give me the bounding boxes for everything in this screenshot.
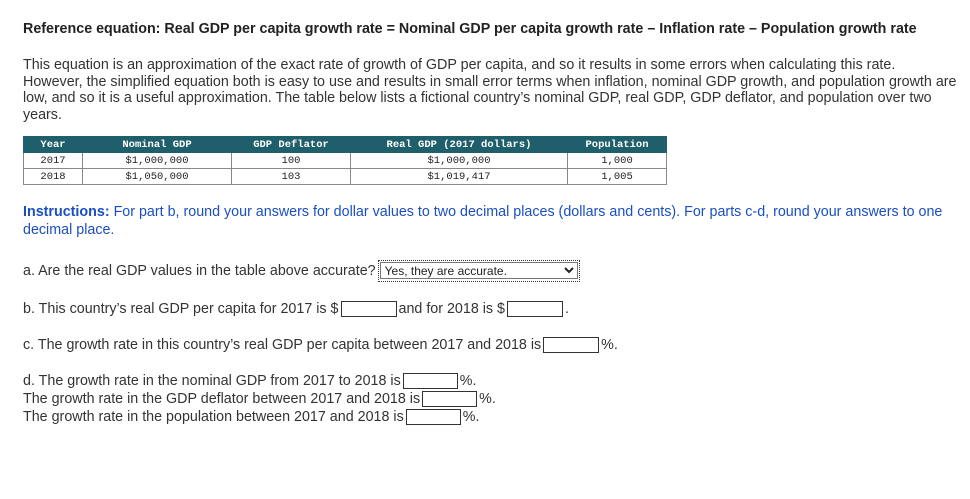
table-header-row: Year Nominal GDP GDP Deflator Real GDP (… (23, 136, 667, 153)
question-c: c. The growth rate in this country’s rea… (23, 336, 958, 354)
instructions-label: Instructions: (23, 204, 110, 220)
cell-nominal-gdp: $1,050,000 (82, 168, 232, 185)
header-real-gdp: Real GDP (2017 dollars) (350, 136, 568, 153)
question-a: a. Are the real GDP values in the table … (23, 260, 958, 282)
reference-equation: Reference equation: Real GDP per capita … (23, 21, 917, 37)
header-gdp-deflator: GDP Deflator (231, 136, 351, 153)
question-d-line-1: d. The growth rate in the nominal GDP fr… (23, 372, 958, 390)
cell-nominal-gdp: $1,000,000 (82, 152, 232, 169)
cell-gdp-deflator: 103 (231, 168, 351, 185)
table-row: 2018 $1,050,000 103 $1,019,417 1,005 (23, 168, 667, 185)
cell-gdp-deflator: 100 (231, 152, 351, 169)
question-c-text: c. The growth rate in this country’s rea… (23, 337, 542, 353)
question-c-suffix: %. (601, 337, 618, 353)
answer-d-population-input[interactable] (405, 409, 461, 425)
intro-paragraph: This equation is an approximation of the… (23, 57, 957, 123)
header-year: Year (23, 136, 83, 153)
question-d-population-suffix: %. (462, 409, 480, 425)
answer-d-nominal-input[interactable] (402, 373, 458, 389)
question-d-deflator-suffix: %. (479, 391, 496, 407)
cell-real-gdp: $1,000,000 (350, 152, 568, 169)
cell-year: 2018 (23, 168, 83, 185)
cell-real-gdp: $1,019,417 (350, 168, 568, 185)
answer-a-dropdown-wrapper: Yes, they are accurate. (377, 260, 580, 282)
question-b-text-2: and for 2018 is $ (398, 301, 506, 317)
instructions-text: For part b, round your answers for dolla… (23, 204, 943, 238)
table-row: 2017 $1,000,000 100 $1,000,000 1,000 (23, 152, 667, 169)
answer-b-2018-input[interactable] (507, 301, 564, 317)
question-d-line-3: The growth rate in the population betwee… (23, 408, 958, 426)
question-d-line-2: The growth rate in the GDP deflator betw… (23, 390, 958, 408)
question-d-nominal-suffix: %. (459, 373, 477, 389)
question-b-text: b. This country’s real GDP per capita fo… (23, 301, 339, 317)
answer-b-2017-input[interactable] (340, 301, 397, 317)
question-page: Reference equation: Real GDP per capita … (23, 14, 958, 426)
header-population: Population (567, 136, 667, 153)
question-d-nominal-text: d. The growth rate in the nominal GDP fr… (23, 373, 401, 389)
gdp-table: Year Nominal GDP GDP Deflator Real GDP (… (23, 136, 667, 185)
question-b: b. This country’s real GDP per capita fo… (23, 300, 958, 318)
cell-population: 1,005 (567, 168, 667, 185)
question-b-period: . (565, 301, 569, 317)
answer-c-input[interactable] (543, 337, 600, 353)
question-d-population-text: The growth rate in the population betwee… (23, 409, 404, 425)
question-a-text: a. Are the real GDP values in the table … (23, 263, 376, 279)
answer-a-dropdown[interactable]: Yes, they are accurate. (379, 262, 578, 279)
header-nominal-gdp: Nominal GDP (82, 136, 232, 153)
cell-population: 1,000 (567, 152, 667, 169)
cell-year: 2017 (23, 152, 83, 169)
answer-d-deflator-input[interactable] (422, 391, 478, 407)
question-d-deflator-text: The growth rate in the GDP deflator betw… (23, 391, 421, 407)
instructions: Instructions: For part b, round your ans… (23, 203, 958, 239)
question-d: d. The growth rate in the nominal GDP fr… (23, 372, 958, 426)
